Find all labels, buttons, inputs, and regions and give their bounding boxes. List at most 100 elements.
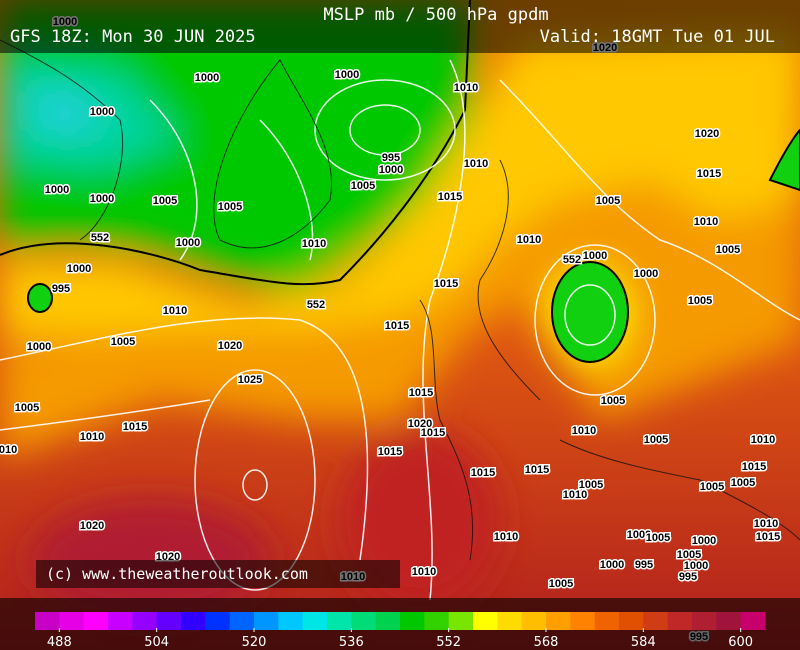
colorbar-swatch <box>400 612 425 630</box>
colorbar-swatch <box>594 612 620 630</box>
isobar-label: 995 <box>382 152 400 164</box>
isobar-label: 1010 <box>494 531 518 543</box>
copyright-box <box>36 560 400 588</box>
isobar-label: 1010 <box>563 489 587 501</box>
isobar-label: 1000 <box>27 341 51 353</box>
isobar-label: 1005 <box>153 195 177 207</box>
colorbar-swatch <box>619 612 644 630</box>
isobar-labels: 1000100010001010102010001020995100010101… <box>0 14 782 644</box>
isobar-label: 1010 <box>517 234 541 246</box>
isobar-label: 1005 <box>15 402 39 414</box>
isobar-label: 1005 <box>549 578 573 590</box>
isobar-label: 1000 <box>90 193 114 205</box>
isobar-label: 1010 <box>754 518 778 530</box>
valid-label: Valid: 18GMT Tue 01 JUL <box>540 27 775 47</box>
isobar-label: 995 <box>679 571 697 583</box>
colorbar-swatch <box>473 612 498 630</box>
isobar-label: 1010 <box>751 434 775 446</box>
colorbar-swatch <box>302 612 328 630</box>
colorbar-tick-label: 568 <box>534 635 559 650</box>
isobar-label: 552 <box>307 299 325 311</box>
isobar-label: 552 <box>563 254 581 266</box>
isobar-label: 995 <box>635 559 653 571</box>
isobar-label: 1000 <box>335 69 359 81</box>
isobar-label: 1000 <box>634 268 658 280</box>
colorbar-swatch <box>59 612 85 630</box>
isobar-label: 1020 <box>218 340 242 352</box>
colorbar-swatch <box>132 612 158 630</box>
colorbar-swatch <box>497 612 523 630</box>
isobar-label: 1015 <box>385 320 409 332</box>
isobar-label: 1000 <box>45 184 69 196</box>
isobar-label: 1000 <box>176 237 200 249</box>
colorbar: 488 504 520 536 552 568 584 600 <box>35 612 766 650</box>
isobar-label: 1010 <box>80 431 104 443</box>
copyright: (c) www.theweatheroutlook.com <box>46 565 308 583</box>
isobar-label: 1005 <box>218 201 242 213</box>
colorbar-swatch <box>692 612 717 630</box>
isobar-label: 1000 <box>67 263 91 275</box>
isobar-label: 995 <box>52 283 70 295</box>
colorbar-swatch <box>278 612 304 630</box>
isobar-label: 1000 <box>600 559 624 571</box>
isobar-label: 1020 <box>408 418 432 430</box>
colorbar-tick-label: 520 <box>242 635 267 650</box>
colorbar-swatch <box>740 612 766 630</box>
isobar-label: 1000 <box>379 164 403 176</box>
colorbar-swatch <box>424 612 450 630</box>
isobar-label: 1000 <box>90 106 114 118</box>
isobar-label: 1015 <box>742 461 766 473</box>
isobar-label: 1005 <box>700 481 724 493</box>
colorbar-swatch <box>156 612 182 630</box>
isobar-label: 1005 <box>579 479 603 491</box>
isobar-label: 1000 <box>692 535 716 547</box>
colorbar-swatch <box>229 612 255 630</box>
colorbar-swatch <box>448 612 474 630</box>
isobar-label: 1010 <box>163 305 187 317</box>
isobar-label: 1015 <box>525 464 549 476</box>
header-bar <box>0 0 800 53</box>
colorbar-swatch <box>375 612 401 630</box>
isobar-label: 1005 <box>731 477 755 489</box>
isobar-label: 1015 <box>434 278 458 290</box>
isobar-label: 1015 <box>438 191 462 203</box>
isobar-label: 1000 <box>195 72 219 84</box>
isobar-label: 010 <box>0 444 17 456</box>
isobar-label: 552 <box>91 232 109 244</box>
colorbar-swatch <box>570 612 596 630</box>
isobar-label: 1005 <box>596 195 620 207</box>
isobar-label: 1015 <box>409 387 433 399</box>
colorbar-tick-label: 504 <box>144 635 169 650</box>
isobar-label: 1000 <box>583 250 607 262</box>
isobar-label: 1015 <box>697 168 721 180</box>
colorbar-swatch <box>181 612 206 630</box>
colorbar-swatch <box>35 612 60 630</box>
isobar-label: 1020 <box>80 520 104 532</box>
colorbar-swatch <box>667 612 693 630</box>
colorbar-swatch <box>521 612 547 630</box>
isobar-label: 1000 <box>684 560 708 572</box>
colorbar-tick-label: 584 <box>631 635 656 650</box>
isobar-label: 1010 <box>572 425 596 437</box>
isobar-label: 1015 <box>378 446 402 458</box>
isobar-label: 1005 <box>351 180 375 192</box>
isobar-label: 1005 <box>677 549 701 561</box>
colorbar-swatch <box>546 612 571 630</box>
isobar-label: 1005 <box>601 395 625 407</box>
colorbar-swatch <box>716 612 742 630</box>
colorbar-swatch <box>108 612 133 630</box>
isobar-label: 1015 <box>756 531 780 543</box>
isobar-label: 1005 <box>688 295 712 307</box>
isobar-label: 1000 <box>627 529 651 541</box>
run-label: GFS 18Z: Mon 30 JUN 2025 <box>10 27 256 47</box>
colorbar-swatch <box>254 612 279 630</box>
colorbar-swatch <box>643 612 669 630</box>
colorbar-tick-label: 488 <box>47 635 72 650</box>
colorbar-tick-label: 536 <box>339 635 364 650</box>
isobar-label: 1015 <box>421 427 445 439</box>
isobar-label: 1010 <box>464 158 488 170</box>
isobar-label: 1010 <box>694 216 718 228</box>
colorbar-swatch <box>205 612 231 630</box>
